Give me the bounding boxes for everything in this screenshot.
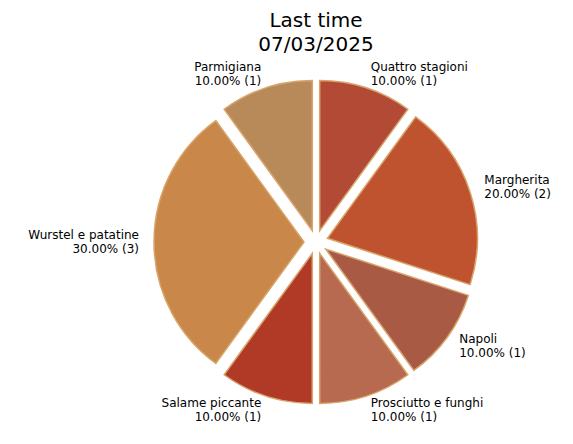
category-label: Prosciutto e funghi (371, 396, 484, 410)
title: Last time07/03/2025 (258, 8, 373, 56)
pie-slice (224, 81, 312, 231)
value-label: 20.00% (2) (484, 187, 551, 201)
slice-label: Wurstel e patatine30.00% (3) (28, 228, 139, 256)
pie: Quattro stagioni10.00% (1)Margherita20.0… (28, 60, 551, 425)
slice-label: Quattro stagioni10.00% (1) (371, 60, 468, 88)
slice-label: Napoli10.00% (1) (459, 332, 526, 360)
value-label: 30.00% (3) (72, 242, 139, 256)
pie-slice (320, 253, 408, 403)
subtitle: 07/03/2025 (258, 32, 373, 56)
chart: Last time07/03/2025Quattro stagioni10.00… (0, 0, 573, 444)
category-label: Parmigiana (194, 60, 261, 74)
slice-label: Prosciutto e funghi10.00% (1) (371, 396, 484, 424)
category-label: Margherita (484, 173, 549, 187)
category-label: Wurstel e patatine (28, 228, 139, 242)
value-label: 10.00% (1) (371, 410, 438, 424)
slice-label: Parmigiana10.00% (1) (194, 60, 261, 88)
value-label: 10.00% (1) (459, 346, 526, 360)
value-label: 10.00% (1) (371, 74, 438, 88)
category-label: Salame piccante (162, 396, 262, 410)
category-label: Napoli (459, 332, 497, 346)
title-line: Last time (269, 8, 362, 32)
value-label: 10.00% (1) (195, 74, 262, 88)
category-label: Quattro stagioni (371, 60, 468, 74)
value-label: 10.00% (1) (195, 410, 262, 424)
slice-label: Salame piccante10.00% (1) (162, 396, 262, 424)
slice-label: Margherita20.00% (2) (484, 173, 551, 201)
